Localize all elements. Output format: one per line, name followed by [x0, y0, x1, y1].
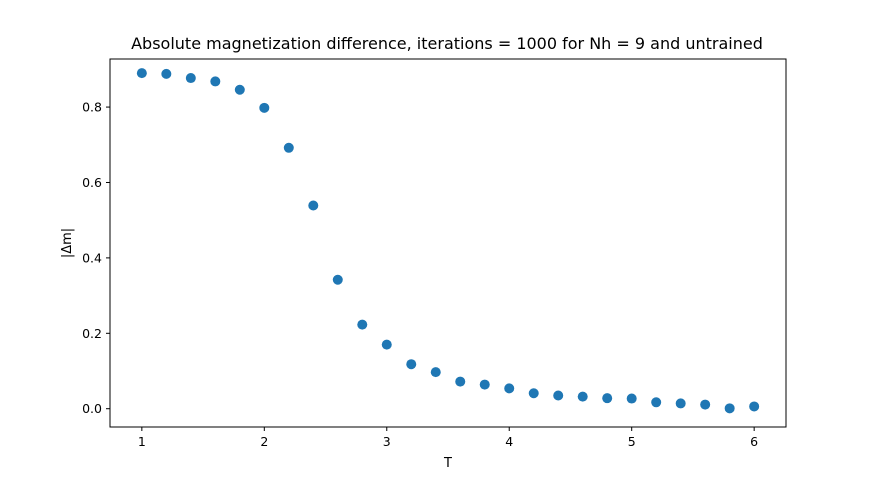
data-point	[700, 399, 711, 410]
data-point	[136, 68, 147, 79]
data-point	[528, 388, 539, 399]
data-point	[430, 367, 441, 378]
data-point	[357, 319, 368, 330]
y-tick-label: 0.2	[82, 326, 102, 341]
x-axis-label: T	[443, 456, 452, 471]
y-axis-label: |Δm|	[60, 228, 75, 258]
data-point	[651, 397, 662, 408]
data-point	[185, 73, 196, 84]
data-point	[626, 393, 637, 404]
data-point	[675, 398, 686, 409]
x-tick-label: 1	[138, 434, 146, 449]
data-point	[455, 376, 466, 387]
data-point	[504, 383, 515, 394]
data-point	[161, 68, 172, 79]
x-tick-label: 4	[505, 434, 513, 449]
data-point	[602, 393, 613, 404]
x-tick-label: 5	[628, 434, 636, 449]
data-point	[283, 142, 294, 153]
x-tick-label: 3	[383, 434, 391, 449]
y-tick-label: 0.0	[82, 401, 102, 416]
x-tick-label: 2	[260, 434, 268, 449]
data-point	[332, 274, 343, 285]
y-tick-label: 0.8	[82, 100, 102, 115]
data-point	[381, 339, 392, 350]
y-tick-label: 0.4	[82, 250, 102, 265]
data-point	[577, 391, 588, 402]
data-point	[724, 403, 735, 414]
data-point	[553, 390, 564, 401]
data-point	[749, 401, 760, 412]
plot-frame	[109, 58, 787, 428]
x-tick-label: 6	[750, 434, 758, 449]
plot-area: 1 2 3 4 5 6 0.0 0.2 0.4 0.6 0.8	[82, 68, 760, 449]
chart-title: Absolute magnetization difference, itera…	[131, 34, 763, 53]
data-point	[308, 200, 319, 211]
data-point	[234, 84, 245, 95]
data-point	[406, 359, 417, 370]
data-point	[259, 102, 270, 113]
data-point	[210, 76, 221, 87]
y-tick-label: 0.6	[82, 175, 102, 190]
data-point	[479, 379, 490, 390]
